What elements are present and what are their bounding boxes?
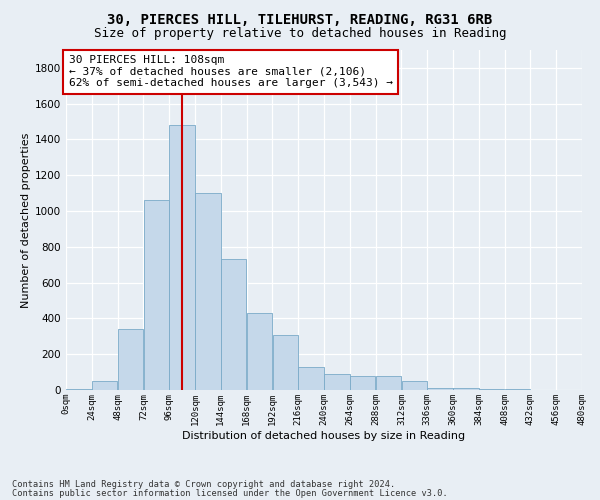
Bar: [479, 389, 505, 390]
Bar: [298, 366, 324, 390]
Y-axis label: Number of detached properties: Number of detached properties: [21, 132, 31, 308]
Bar: [376, 376, 401, 390]
Bar: [221, 260, 247, 390]
Bar: [247, 313, 272, 390]
Bar: [350, 376, 376, 390]
Text: Contains public sector information licensed under the Open Government Licence v3: Contains public sector information licen…: [12, 489, 448, 498]
Bar: [505, 389, 530, 390]
X-axis label: Distribution of detached houses by size in Reading: Distribution of detached houses by size …: [182, 430, 466, 440]
Bar: [169, 125, 195, 390]
Bar: [401, 381, 427, 390]
Text: 30, PIERCES HILL, TILEHURST, READING, RG31 6RB: 30, PIERCES HILL, TILEHURST, READING, RG…: [107, 12, 493, 26]
Text: Size of property relative to detached houses in Reading: Size of property relative to detached ho…: [94, 28, 506, 40]
Bar: [324, 374, 350, 390]
Bar: [272, 334, 298, 390]
Bar: [66, 389, 92, 390]
Bar: [195, 193, 221, 390]
Bar: [118, 329, 143, 390]
Bar: [92, 381, 118, 390]
Text: Contains HM Land Registry data © Crown copyright and database right 2024.: Contains HM Land Registry data © Crown c…: [12, 480, 395, 489]
Bar: [143, 200, 169, 390]
Bar: [453, 388, 479, 390]
Text: 30 PIERCES HILL: 108sqm
← 37% of detached houses are smaller (2,106)
62% of semi: 30 PIERCES HILL: 108sqm ← 37% of detache…: [68, 55, 392, 88]
Bar: [427, 388, 453, 390]
